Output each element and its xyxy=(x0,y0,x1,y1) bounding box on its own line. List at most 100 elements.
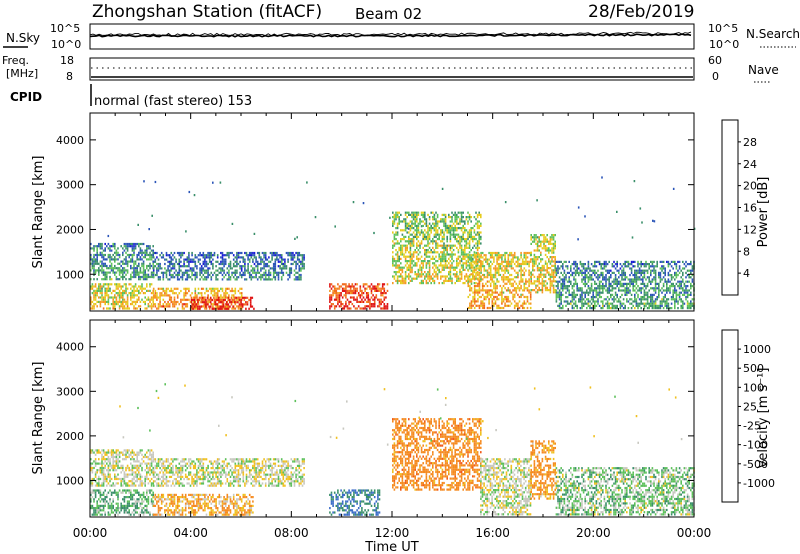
data-cell xyxy=(139,300,142,303)
data-cell xyxy=(263,254,265,257)
data-cell xyxy=(438,268,440,271)
data-cell xyxy=(411,238,413,241)
data-cell xyxy=(202,267,205,270)
data-cell xyxy=(662,285,665,288)
data-cell xyxy=(589,307,591,310)
data-cell xyxy=(685,289,687,292)
data-cell xyxy=(120,285,122,288)
data-cell xyxy=(436,213,439,216)
data-cell xyxy=(464,220,466,223)
data-cell xyxy=(134,294,137,297)
data-cell xyxy=(117,292,119,295)
data-cell xyxy=(626,276,628,279)
data-cell xyxy=(507,300,510,303)
data-cell xyxy=(408,275,410,278)
data-cell xyxy=(112,289,114,292)
data-cell xyxy=(424,238,426,241)
data-cell xyxy=(653,302,655,305)
data-cell xyxy=(248,251,251,255)
data-cell xyxy=(118,267,121,270)
data-cell xyxy=(412,240,415,243)
data-cell xyxy=(448,229,450,232)
data-cell xyxy=(165,269,168,272)
data-cell xyxy=(403,238,405,241)
data-cell xyxy=(411,257,413,260)
data-cell xyxy=(200,271,203,274)
data-cell xyxy=(329,300,331,303)
data-cell xyxy=(670,260,673,263)
data-cell xyxy=(102,253,105,257)
data-cell xyxy=(167,303,169,306)
data-cell xyxy=(646,291,649,294)
data-cell xyxy=(94,296,97,299)
data-cell xyxy=(465,238,468,241)
data-cell xyxy=(234,278,237,281)
data-cell xyxy=(219,301,222,304)
data-cell xyxy=(215,260,217,263)
data-cell xyxy=(96,256,98,259)
data-cell xyxy=(690,300,692,303)
data-cell xyxy=(562,293,564,296)
data-cell xyxy=(365,305,368,308)
data-cell xyxy=(236,278,238,281)
data-cell xyxy=(473,284,476,288)
data-cell xyxy=(208,267,211,270)
data-cell xyxy=(478,268,480,271)
data-cell xyxy=(373,231,375,235)
data-cell xyxy=(128,245,130,248)
data-cell xyxy=(504,271,506,274)
data-cell xyxy=(457,227,460,230)
data-cell xyxy=(662,260,665,263)
data-cell xyxy=(497,258,500,261)
data-cell xyxy=(221,278,224,281)
data-cell xyxy=(493,258,495,261)
data-cell xyxy=(512,284,514,288)
data-cell xyxy=(470,280,473,283)
data-cell xyxy=(658,274,660,277)
data-cell xyxy=(271,251,273,255)
data-cell xyxy=(491,273,494,277)
data-cell xyxy=(183,265,185,268)
data-cell xyxy=(146,278,148,281)
data-cell xyxy=(457,211,460,214)
data-cell xyxy=(682,307,684,310)
data-cell xyxy=(392,240,394,243)
data-cell xyxy=(183,271,185,274)
data-cell xyxy=(152,287,155,290)
data-cell xyxy=(146,258,148,261)
data-cell xyxy=(491,291,494,294)
data-cell xyxy=(393,233,396,236)
data-cell xyxy=(456,279,458,282)
data-cell xyxy=(512,256,514,259)
data-cell xyxy=(477,300,479,303)
data-cell xyxy=(661,291,663,294)
data-cell xyxy=(406,211,408,214)
data-cell xyxy=(473,229,476,232)
data-cell xyxy=(478,246,480,249)
data-cell xyxy=(303,267,305,270)
data-cell xyxy=(544,236,547,239)
data-cell xyxy=(401,282,404,285)
data-cell xyxy=(520,287,522,290)
data-cell xyxy=(378,283,381,286)
data-cell xyxy=(104,247,106,250)
data-cell xyxy=(581,280,583,283)
data-cell xyxy=(202,262,205,266)
data-cell xyxy=(666,307,668,310)
data-cell xyxy=(274,271,277,274)
data-cell xyxy=(224,289,227,293)
data-cell xyxy=(436,246,439,249)
data-cell xyxy=(425,244,428,247)
data-cell xyxy=(395,271,397,274)
data-cell xyxy=(213,287,216,290)
data-cell xyxy=(167,254,169,257)
data-cell xyxy=(247,258,249,261)
data-cell xyxy=(414,235,416,238)
data-cell xyxy=(341,296,344,299)
data-cell xyxy=(443,246,445,249)
data-cell xyxy=(216,287,219,290)
data-cell xyxy=(651,263,654,266)
data-cell xyxy=(403,279,405,282)
data-cell xyxy=(416,244,418,247)
data-cell xyxy=(563,282,566,285)
